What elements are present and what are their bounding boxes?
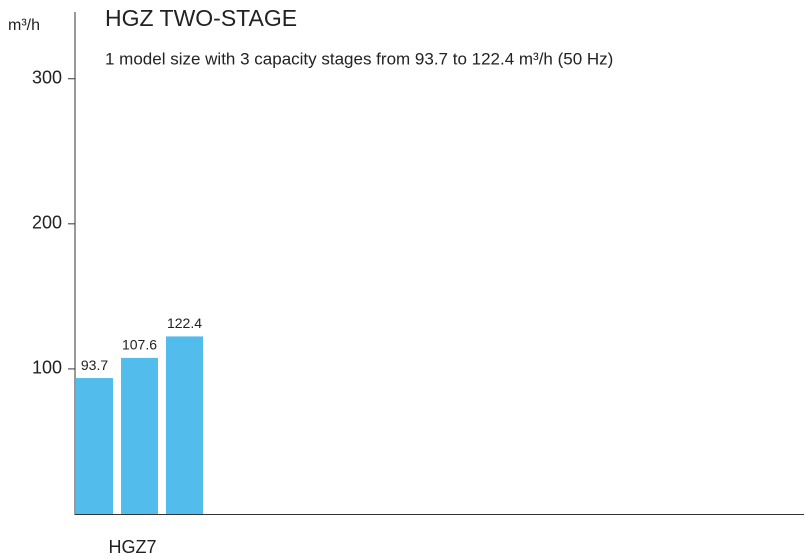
- chart-title: HGZ TWO-STAGE: [105, 5, 297, 31]
- bar: [166, 336, 203, 514]
- x-tick-label: HGZ7: [108, 537, 156, 557]
- data-label: 107.6: [122, 337, 157, 353]
- y-tick-label: 300: [32, 67, 62, 87]
- data-label: 122.4: [167, 315, 202, 331]
- y-tick-label: 200: [32, 213, 62, 233]
- bar: [121, 357, 158, 514]
- y-axis-label: m³/h: [8, 17, 40, 34]
- chart-subtitle: 1 model size with 3 capacity stages from…: [105, 49, 613, 68]
- y-tick-label: 100: [32, 358, 62, 378]
- data-label: 93.7: [81, 357, 108, 373]
- bar: [76, 378, 113, 514]
